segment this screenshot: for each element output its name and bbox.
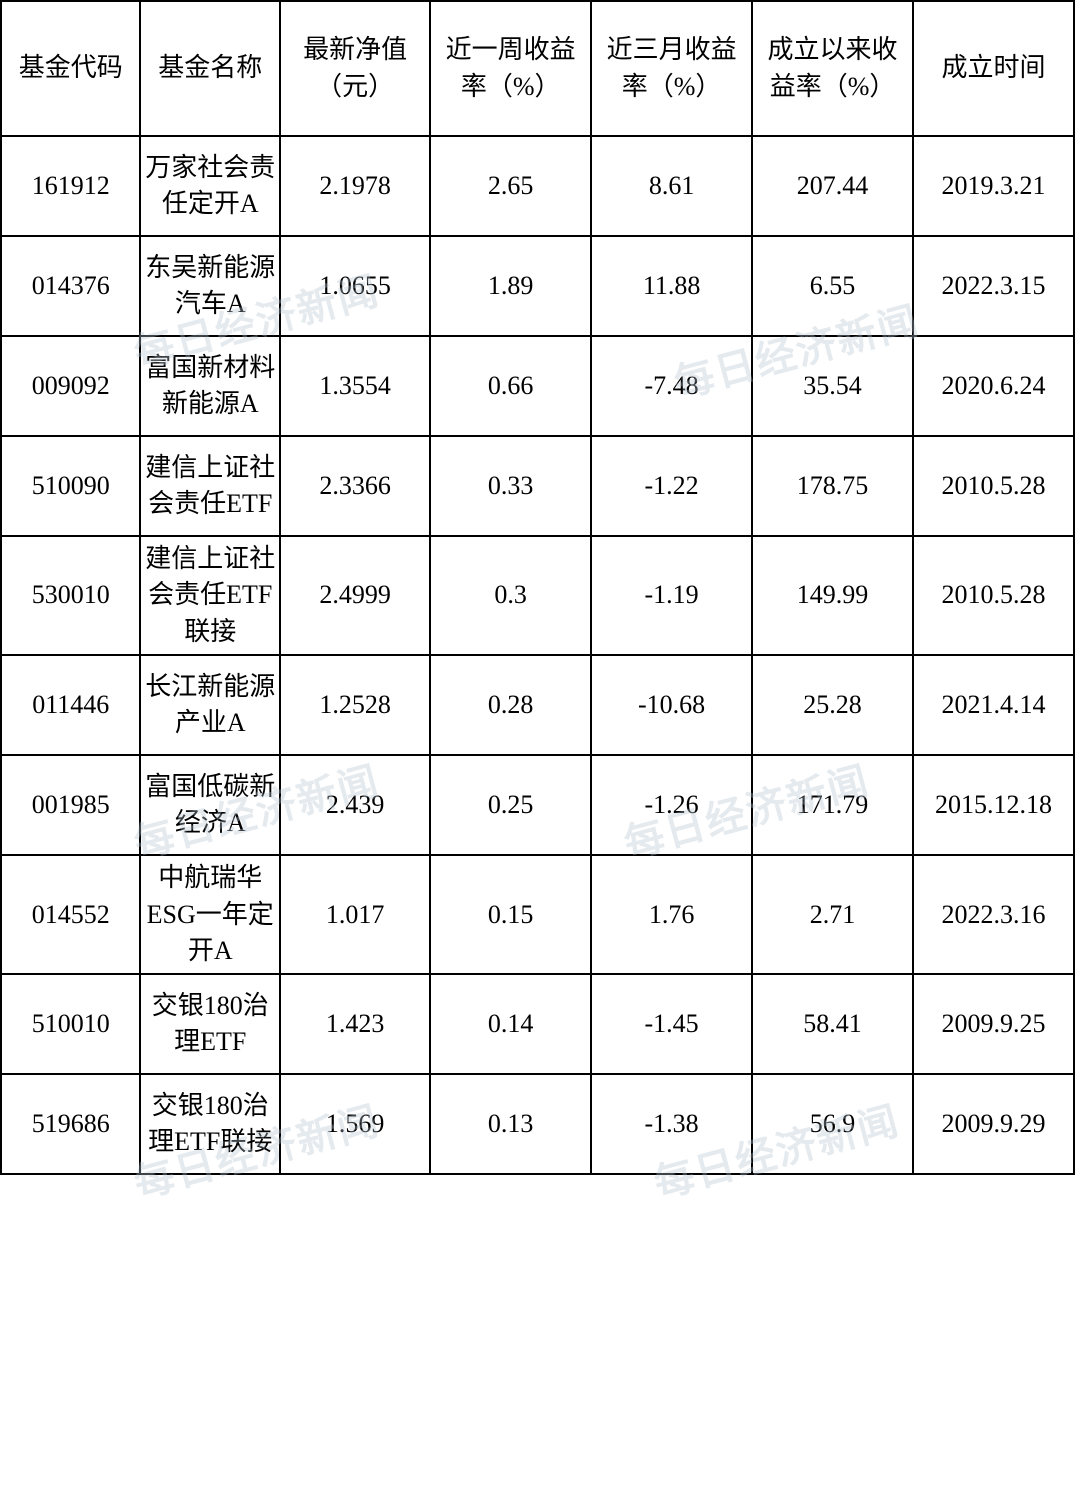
cell-name: 建信上证社会责任ETF联接 [140, 536, 279, 655]
table-body: 161912 万家社会责任定开A 2.1978 2.65 8.61 207.44… [1, 136, 1074, 1174]
cell-inception-date: 2010.5.28 [913, 436, 1074, 536]
cell-code: 011446 [1, 655, 140, 755]
cell-3mo-return: 8.61 [591, 136, 752, 236]
cell-week-return: 0.66 [430, 336, 591, 436]
cell-code: 014376 [1, 236, 140, 336]
cell-since-return: 25.28 [752, 655, 913, 755]
cell-week-return: 2.65 [430, 136, 591, 236]
cell-3mo-return: -7.48 [591, 336, 752, 436]
cell-3mo-return: -1.22 [591, 436, 752, 536]
cell-code: 014552 [1, 855, 140, 974]
cell-inception-date: 2022.3.15 [913, 236, 1074, 336]
cell-nav: 1.569 [280, 1074, 430, 1174]
cell-3mo-return: -1.26 [591, 755, 752, 855]
cell-week-return: 0.13 [430, 1074, 591, 1174]
cell-code: 510010 [1, 974, 140, 1074]
cell-inception-date: 2019.3.21 [913, 136, 1074, 236]
cell-name: 万家社会责任定开A [140, 136, 279, 236]
table-row: 009092 富国新材料新能源A 1.3554 0.66 -7.48 35.54… [1, 336, 1074, 436]
table-row: 510090 建信上证社会责任ETF 2.3366 0.33 -1.22 178… [1, 436, 1074, 536]
cell-week-return: 0.33 [430, 436, 591, 536]
cell-name: 建信上证社会责任ETF [140, 436, 279, 536]
cell-inception-date: 2022.3.16 [913, 855, 1074, 974]
cell-3mo-return: -1.38 [591, 1074, 752, 1174]
cell-nav: 2.3366 [280, 436, 430, 536]
cell-3mo-return: 1.76 [591, 855, 752, 974]
cell-inception-date: 2021.4.14 [913, 655, 1074, 755]
cell-3mo-return: -1.45 [591, 974, 752, 1074]
cell-week-return: 0.14 [430, 974, 591, 1074]
header-since-return: 成立以来收益率（%） [752, 1, 913, 136]
header-nav: 最新净值（元） [280, 1, 430, 136]
cell-nav: 1.423 [280, 974, 430, 1074]
table-row: 014376 东吴新能源汽车A 1.0655 1.89 11.88 6.55 2… [1, 236, 1074, 336]
table-row: 161912 万家社会责任定开A 2.1978 2.65 8.61 207.44… [1, 136, 1074, 236]
cell-name: 中航瑞华ESG一年定开A [140, 855, 279, 974]
cell-inception-date: 2009.9.25 [913, 974, 1074, 1074]
header-3mo-return: 近三月收益率（%） [591, 1, 752, 136]
cell-week-return: 0.25 [430, 755, 591, 855]
header-week-return: 近一周收益率（%） [430, 1, 591, 136]
cell-code: 510090 [1, 436, 140, 536]
cell-since-return: 207.44 [752, 136, 913, 236]
cell-code: 530010 [1, 536, 140, 655]
cell-nav: 2.439 [280, 755, 430, 855]
table-row: 519686 交银180治理ETF联接 1.569 0.13 -1.38 56.… [1, 1074, 1074, 1174]
cell-since-return: 35.54 [752, 336, 913, 436]
cell-nav: 1.2528 [280, 655, 430, 755]
table-row: 011446 长江新能源产业A 1.2528 0.28 -10.68 25.28… [1, 655, 1074, 755]
cell-name: 富国低碳新经济A [140, 755, 279, 855]
cell-code: 161912 [1, 136, 140, 236]
cell-since-return: 2.71 [752, 855, 913, 974]
cell-name: 交银180治理ETF联接 [140, 1074, 279, 1174]
cell-nav: 2.1978 [280, 136, 430, 236]
cell-week-return: 0.28 [430, 655, 591, 755]
cell-inception-date: 2009.9.29 [913, 1074, 1074, 1174]
cell-since-return: 171.79 [752, 755, 913, 855]
cell-since-return: 149.99 [752, 536, 913, 655]
cell-week-return: 0.3 [430, 536, 591, 655]
cell-name: 东吴新能源汽车A [140, 236, 279, 336]
cell-week-return: 1.89 [430, 236, 591, 336]
cell-inception-date: 2015.12.18 [913, 755, 1074, 855]
cell-inception-date: 2010.5.28 [913, 536, 1074, 655]
cell-since-return: 58.41 [752, 974, 913, 1074]
cell-name: 长江新能源产业A [140, 655, 279, 755]
cell-3mo-return: -10.68 [591, 655, 752, 755]
cell-nav: 1.0655 [280, 236, 430, 336]
header-name: 基金名称 [140, 1, 279, 136]
cell-name: 富国新材料新能源A [140, 336, 279, 436]
cell-nav: 1.3554 [280, 336, 430, 436]
header-code: 基金代码 [1, 1, 140, 136]
cell-inception-date: 2020.6.24 [913, 336, 1074, 436]
cell-name: 交银180治理ETF [140, 974, 279, 1074]
cell-3mo-return: 11.88 [591, 236, 752, 336]
cell-since-return: 178.75 [752, 436, 913, 536]
table-container: 每日经济新闻 每日经济新闻 每日经济新闻 每日经济新闻 每日经济新闻 每日经济新… [0, 0, 1075, 1175]
table-header-row: 基金代码 基金名称 最新净值（元） 近一周收益率（%） 近三月收益率（%） 成立… [1, 1, 1074, 136]
cell-nav: 1.017 [280, 855, 430, 974]
cell-week-return: 0.15 [430, 855, 591, 974]
header-inception-date: 成立时间 [913, 1, 1074, 136]
cell-code: 009092 [1, 336, 140, 436]
cell-3mo-return: -1.19 [591, 536, 752, 655]
table-row: 001985 富国低碳新经济A 2.439 0.25 -1.26 171.79 … [1, 755, 1074, 855]
table-row: 530010 建信上证社会责任ETF联接 2.4999 0.3 -1.19 14… [1, 536, 1074, 655]
cell-nav: 2.4999 [280, 536, 430, 655]
fund-table: 基金代码 基金名称 最新净值（元） 近一周收益率（%） 近三月收益率（%） 成立… [0, 0, 1075, 1175]
cell-since-return: 56.9 [752, 1074, 913, 1174]
cell-since-return: 6.55 [752, 236, 913, 336]
table-row: 014552 中航瑞华ESG一年定开A 1.017 0.15 1.76 2.71… [1, 855, 1074, 974]
cell-code: 001985 [1, 755, 140, 855]
table-row: 510010 交银180治理ETF 1.423 0.14 -1.45 58.41… [1, 974, 1074, 1074]
cell-code: 519686 [1, 1074, 140, 1174]
